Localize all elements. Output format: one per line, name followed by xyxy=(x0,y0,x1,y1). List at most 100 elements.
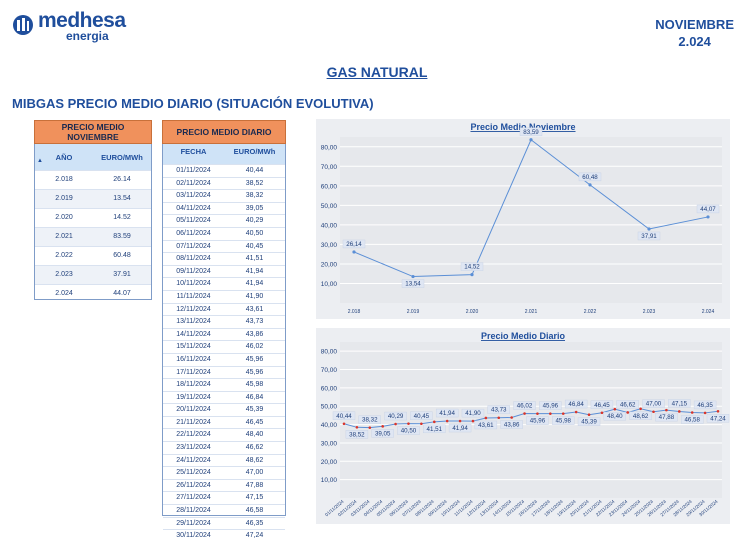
daily-row-value: 46,84 xyxy=(245,393,264,401)
daily-table-row: 24/11/2024 48,62 xyxy=(163,453,285,467)
data-point xyxy=(381,425,384,428)
data-label-box xyxy=(603,411,627,421)
x-tick-label: 2.018 xyxy=(348,309,361,315)
nov-table-row: 2.023 37.91 xyxy=(35,265,151,284)
data-label: 38,32 xyxy=(362,417,378,424)
series-line xyxy=(343,408,719,429)
daily-table-row: 29/11/2024 46,35 xyxy=(163,516,285,530)
daily-table-row: 04/11/2024 39,05 xyxy=(163,201,285,215)
nov-row-value: 26.14 xyxy=(113,176,131,183)
y-tick-label: 40,00 xyxy=(321,422,338,429)
page-title-text: GAS NATURAL xyxy=(326,64,428,80)
daily-row-value: 40,29 xyxy=(245,217,264,225)
data-label: 45,96 xyxy=(543,403,559,410)
daily-row-key: 23/11/2024 xyxy=(176,444,211,452)
col-euro: EURO/MWh xyxy=(233,147,276,156)
daily-row-key: 09/11/2024 xyxy=(176,267,211,275)
medhesa-logo-icon xyxy=(13,15,33,35)
data-label: 40,45 xyxy=(414,413,430,420)
daily-row-key: 13/11/2024 xyxy=(176,318,211,326)
daily-row-key: 12/11/2024 xyxy=(176,305,211,313)
data-point xyxy=(529,138,533,142)
daily-table-row: 28/11/2024 46,58 xyxy=(163,504,285,517)
daily-table-row: 18/11/2024 45,98 xyxy=(163,378,285,391)
data-point xyxy=(458,419,462,423)
data-label-box xyxy=(655,412,678,422)
data-label-box xyxy=(539,401,562,410)
daily-table-row: 08/11/2024 41,51 xyxy=(163,252,285,265)
x-tick-label: 2.020 xyxy=(466,309,479,315)
daily-table-row: 02/11/2024 38,52 xyxy=(163,176,285,190)
plot-area xyxy=(340,137,722,303)
daily-table-row: 23/11/2024 46,62 xyxy=(163,441,285,454)
period-year: 2.024 xyxy=(678,34,711,49)
daily-table-row: 10/11/2024 41,94 xyxy=(163,277,285,290)
data-label-box xyxy=(637,231,661,241)
data-label-box xyxy=(696,204,720,214)
data-label: 47,15 xyxy=(672,400,688,407)
y-tick-label: 20,00 xyxy=(321,261,338,268)
y-tick-label: 20,00 xyxy=(321,459,338,466)
nov-table-row: 2.024 44.07 xyxy=(35,284,151,303)
data-label: 47,24 xyxy=(710,415,726,422)
daily-table-row: 22/11/2024 48,40 xyxy=(163,428,285,441)
data-label: 43,73 xyxy=(491,407,507,414)
nov-table-row: 2.022 60.48 xyxy=(35,246,151,265)
data-point xyxy=(394,422,397,426)
daily-table-row: 01/11/2024 40,44 xyxy=(163,164,285,177)
daily-row-key: 07/11/2024 xyxy=(176,242,211,250)
data-label-box xyxy=(513,401,536,410)
data-point xyxy=(549,412,552,415)
data-label-box xyxy=(332,411,356,420)
data-label: 83,59 xyxy=(523,129,539,136)
data-label: 40,44 xyxy=(336,413,352,420)
nov-row-key: 2.018 xyxy=(55,176,73,183)
data-label: 46,35 xyxy=(697,402,713,409)
data-label: 40,29 xyxy=(388,413,404,420)
data-label: 45,98 xyxy=(555,418,571,425)
nov-table-header: AÑO EURO/MWh ▲ xyxy=(35,144,151,170)
daily-row-value: 47,15 xyxy=(245,494,264,502)
data-point xyxy=(587,413,591,416)
nov-row-key: 2.023 xyxy=(55,271,73,278)
data-point xyxy=(561,412,565,415)
daily-table-row: 06/11/2024 40,50 xyxy=(163,226,285,240)
data-label-box xyxy=(668,399,691,408)
data-point xyxy=(445,419,449,423)
data-label-box xyxy=(590,400,614,409)
daily-row-value: 47,00 xyxy=(245,469,264,477)
col-date: FECHA xyxy=(180,147,207,156)
nov-row-key: 2.021 xyxy=(55,233,73,240)
daily-row-key: 11/11/2024 xyxy=(176,292,211,300)
x-tick-label: 2.019 xyxy=(407,309,420,315)
daily-table-row: 25/11/2024 47,00 xyxy=(163,466,285,479)
daily-row-value: 38,32 xyxy=(245,192,264,200)
daily-row-key: 03/11/2024 xyxy=(176,192,211,200)
daily-row-value: 41,94 xyxy=(245,280,264,288)
data-label: 26,14 xyxy=(346,241,362,248)
nov-row-key: 2.020 xyxy=(55,214,73,221)
x-tick-label: 2.021 xyxy=(525,309,538,315)
daily-price-table: PRECIO MEDIO DIARIO FECHA EURO/MWh 01/11… xyxy=(162,120,286,539)
daily-row-value: 43,61 xyxy=(245,305,264,313)
daily-row-value: 39,05 xyxy=(245,204,264,212)
data-point xyxy=(536,412,539,415)
y-tick-label: 60,00 xyxy=(321,183,338,190)
data-label-box xyxy=(397,426,420,435)
data-point xyxy=(484,416,488,420)
daily-row-value: 46,35 xyxy=(245,519,264,527)
daily-table-row: 20/11/2024 45,39 xyxy=(163,403,285,416)
daily-table-row: 17/11/2024 45,96 xyxy=(163,365,285,379)
nov-row-key: 2.024 xyxy=(55,290,73,297)
daily-row-key: 20/11/2024 xyxy=(176,406,211,414)
data-label-box xyxy=(358,415,381,424)
data-label-box xyxy=(616,400,639,409)
data-label: 46,45 xyxy=(594,402,610,409)
data-label: 45,96 xyxy=(530,418,546,425)
data-point xyxy=(703,411,707,415)
daily-chart-panel: Precio Medio Diario 10,00 20,00 30,00 40,00 5… xyxy=(316,328,730,524)
daily-table-row: 05/11/2024 40,29 xyxy=(163,214,285,227)
daily-row-value: 45,96 xyxy=(245,355,264,363)
daily-row-value: 40,45 xyxy=(245,242,264,250)
daily-table-row: 09/11/2024 41,94 xyxy=(163,264,285,278)
